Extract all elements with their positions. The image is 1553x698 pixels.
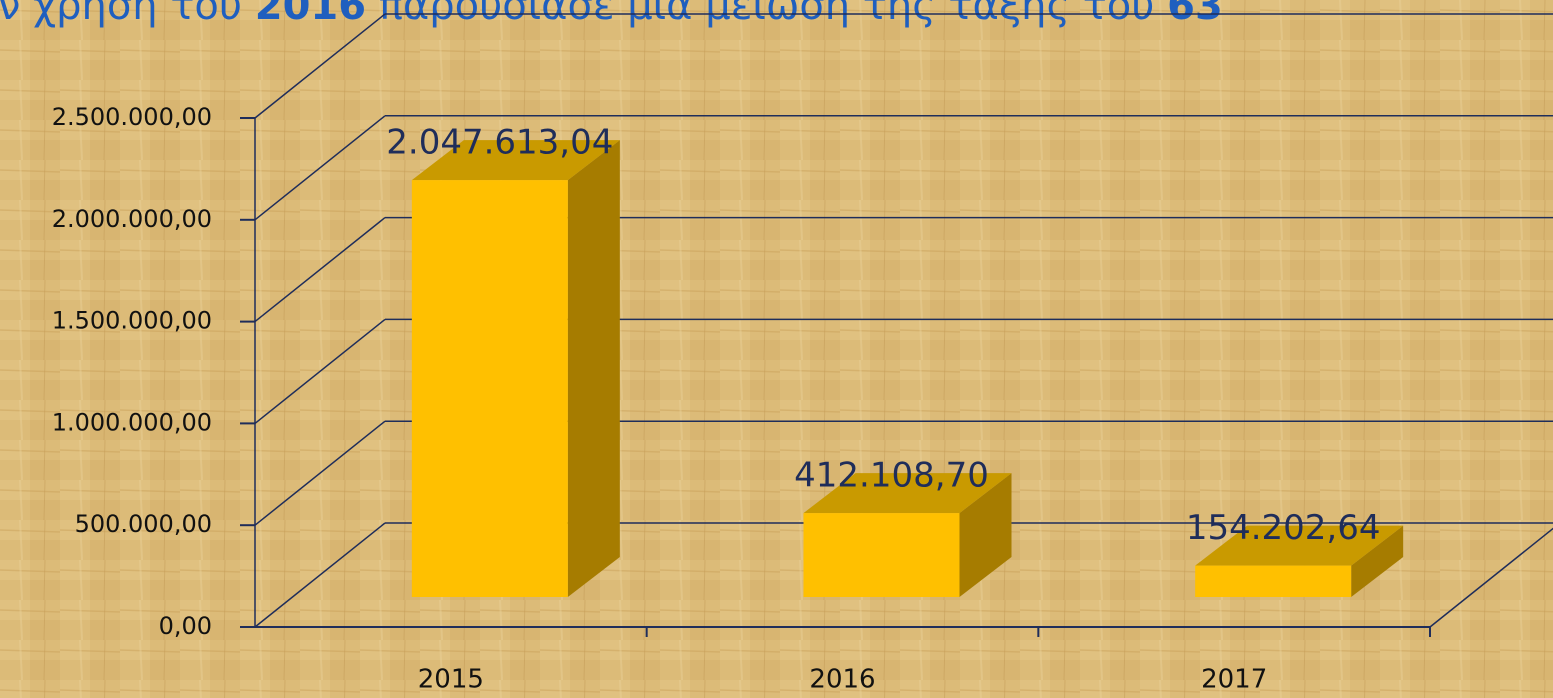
x-tick-label: 2017 (1201, 665, 1267, 695)
grid-diagonal (254, 217, 386, 323)
title-part: ν χρήση του (0, 0, 255, 29)
bar (1195, 525, 1404, 597)
y-tick-label: 1.500.000,00 (52, 307, 212, 335)
data-label: 412.108,70 (794, 456, 989, 496)
y-tick-label: 0,00 (159, 612, 212, 640)
y-tick-label: 500.000,00 (75, 510, 212, 538)
bar-front (1195, 565, 1352, 597)
y-tick-label: 2.000.000,00 (52, 205, 212, 233)
bar-top (1195, 525, 1404, 566)
floor-right (1429, 527, 1553, 628)
bar-front (411, 180, 568, 597)
bar-top (803, 473, 1012, 514)
grid-diagonal (254, 13, 386, 119)
bar (411, 140, 620, 597)
bar-side (959, 473, 1012, 597)
plot-area: 0,00 500.000,00 1.000.000,00 1.500.000,00 2.… (52, 13, 1553, 695)
x-tick-label: 2016 (809, 665, 875, 695)
grid-diagonal (254, 318, 386, 424)
grid-diagonal (254, 522, 386, 628)
grid-diagonal (254, 115, 386, 221)
bar-side (1351, 525, 1404, 597)
bar (803, 473, 1012, 597)
title-part: 2016 (255, 0, 366, 29)
bar-top (411, 140, 620, 181)
bar-side (567, 140, 620, 597)
bar-front (803, 513, 960, 597)
y-tick-label: 2.500.000,00 (52, 103, 212, 131)
grid-diagonal (254, 420, 386, 526)
x-tick-label: 2015 (418, 665, 484, 695)
y-tick-label: 1.000.000,00 (52, 408, 212, 436)
data-label: 2.047.613,04 (386, 123, 613, 163)
data-label: 154.202,64 (1186, 508, 1381, 548)
